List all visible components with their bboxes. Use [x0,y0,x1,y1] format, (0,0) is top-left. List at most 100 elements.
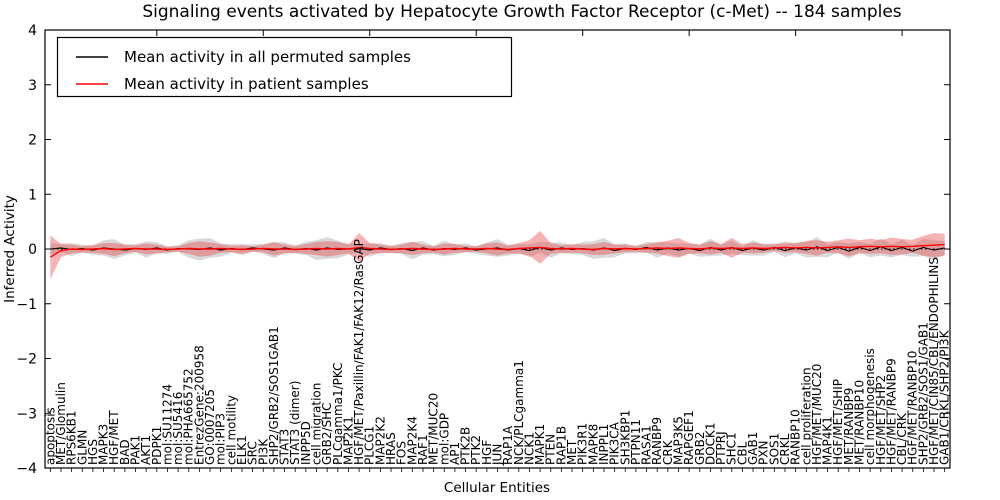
x-tick-label: cell proliferation [799,367,813,465]
x-tick-label: STAT3 [278,429,292,465]
x-tick-label: GAB1 [746,432,760,465]
x-tick-label: CBL/CRK [895,412,909,465]
x-tick-label: PDPK1 [150,426,164,465]
x-tick-label: RANBP9 [650,417,664,465]
x-tick-label: SRC [246,441,260,465]
x-tick-label: NCK/PLCgamma1 [512,360,526,465]
legend-label-patient: Mean activity in patient samples [124,75,369,93]
y-tick-label: 2 [28,133,37,149]
x-tick-label: PTK2B [459,427,473,465]
y-tick-label: 1 [28,187,37,203]
x-tick-label: PTK2 [469,435,483,465]
x-tick-label: RASA1 [640,425,654,465]
x-tick-label: NCK1 [522,432,536,465]
x-tick-label: SHC1 [725,432,739,465]
x-tick-label: PIK3R1 [576,423,590,465]
x-tick-label: SHP2/GRB2/SOS1GAB1 [267,326,281,465]
x-tick-label: HGS [86,439,100,465]
x-tick-label: PI3K [256,438,270,465]
x-tick-label: AP1 [448,442,462,465]
x-tick-label: CBL [735,441,749,465]
x-tick-label: HGF [480,440,494,465]
chart-title: Signaling events activated by Hepatocyte… [142,2,901,22]
x-tick-label: DOCK1 [703,422,717,465]
x-tick-label: MAPK1 [533,424,547,465]
y-axis-label: Inferred Activity [2,195,18,303]
x-tick-label: MAP4K1 [821,416,835,465]
y-tick-label: 4 [28,23,37,39]
x-tick-label: GLMN [75,430,89,465]
x-tick-label: cell morphogenesis [863,348,877,465]
x-tick-label: RANBP10 [789,409,803,465]
x-tick-label: CRKL [778,433,792,465]
x-tick-label: HGF/MET/RANBP10 [906,351,920,465]
x-tick-label: AKT1 [139,435,153,465]
x-tick-label: STAT3 (dimer) [288,381,302,465]
x-tick-label: GRB2 [693,431,707,465]
x-tick-label: mol:PHA665752 [182,368,196,465]
x-tick-label: RAP1A [501,425,515,465]
x-tick-label: RAF1 [416,434,430,465]
x-tick-label: HGF/MET/Paxillin/FAK1/FAK12/RasGAP [352,239,366,465]
x-tick-label: FOS [395,441,409,465]
x-tick-label: EntrezGene:200958 [192,345,206,465]
x-tick-label: MAP3K5 [672,416,686,465]
x-tick-label: MAP2K2 [373,416,387,465]
x-tick-label: GRB2/SHC [320,402,334,465]
x-tick-label: HGF/MET/RANBP9 [884,358,898,465]
x-tick-label: HGF/MET/SHIP [831,379,845,465]
x-tick-label: HGF/MET/CIN85/CBL/ENDOPHILINS [927,257,941,465]
patient-confidence-band [50,230,945,280]
legend: Mean activity in all permuted samples Me… [56,36,513,98]
x-tick-label: MET/RANBP10 [853,380,867,465]
y-tick-label: −3 [16,406,37,422]
x-axis-label: Cellular Entities [444,480,550,496]
patient-mean-line [49,243,945,258]
x-tick-label: mol:SU5416 [171,392,185,465]
y-tick-label: −2 [16,352,37,368]
x-tick-label: PIK3CA [608,421,622,465]
x-tick-label: PTEN [544,434,558,465]
legend-box [56,36,513,98]
x-tick-label: BAD [118,439,132,465]
y-tick-label: −1 [16,297,37,313]
x-tick-label: RPS6KB1 [65,410,79,465]
x-tick-label: SH3KBP1 [618,410,632,465]
x-tick-label: MAPK3 [97,424,111,465]
x-tick-label: PAK1 [129,435,143,465]
x-tick-label: cell migration [310,383,324,465]
x-tick-label: HGF/MET [107,410,121,465]
x-tick-label: SHP2/GRB2/SOS1/GAB1 [916,322,930,465]
x-tick-label: MAP2K4 [405,416,419,465]
x-tick-label: MAPK8 [586,424,600,465]
x-tick-label: INPPL1 [597,424,611,465]
x-tick-label: MET/RANBP9 [842,388,856,465]
x-tick-label: RAP1B [554,426,568,465]
x-tick-label: MET/MUC20 [427,393,441,465]
x-tick-label: mol:SU11274 [160,384,174,465]
x-tick-label: GO:0007205 [203,389,217,465]
x-tick-label: PTPRJ [714,431,728,465]
x-tick-label: PXN [757,441,771,465]
x-tick-label: INPP5D [299,421,313,465]
x-tick-label: GAB1/CRKL/SHP2/PI3K [938,329,952,465]
x-tick-label: HGF/MET/SHP2 [874,375,888,465]
x-tick-label: ELK1 [235,435,249,465]
x-tick-label: SOS1 [767,433,781,465]
x-tick-label: MET [565,439,579,465]
x-tick-label: mol:PIP3 [214,413,228,465]
y-tick-label: 3 [28,78,37,94]
y-tick-label: 0 [28,242,37,258]
x-tick-label: PLCG1 [363,426,377,465]
x-tick-label: PLCgamma1/PKC [331,362,345,465]
x-tick-label: PTPN11 [629,419,643,465]
x-tick-label: HRAS [384,432,398,465]
x-tick-label: JUN [491,444,505,466]
x-tick-label: mol:GDP [437,413,451,465]
x-tick-label: RAPGEF1 [682,410,696,465]
legend-label-permuted: Mean activity in all permuted samples [124,48,411,66]
x-tick-label: CRK [661,439,675,465]
y-tick-label: −4 [16,461,37,477]
